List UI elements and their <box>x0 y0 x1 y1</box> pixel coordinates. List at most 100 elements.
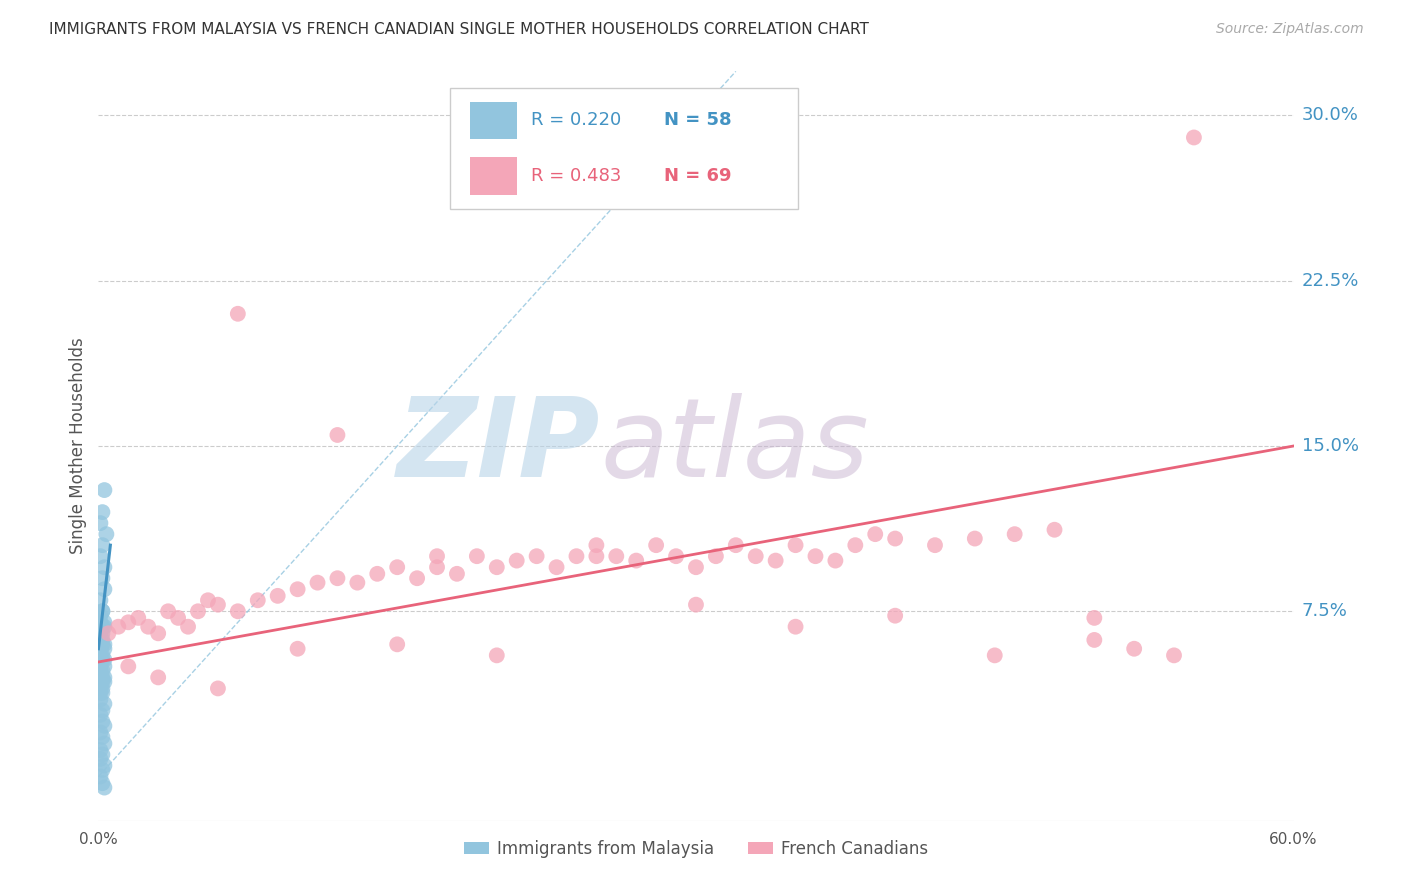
Point <box>91 648 114 663</box>
Text: 7.5%: 7.5% <box>1302 602 1348 620</box>
Point <box>93 758 115 772</box>
Point <box>91 776 114 790</box>
Point <box>91 604 114 618</box>
Point <box>745 549 768 564</box>
Point <box>89 626 111 640</box>
Point <box>187 604 209 618</box>
Point <box>89 686 111 700</box>
Point <box>385 637 409 651</box>
Point <box>685 560 707 574</box>
Point <box>136 620 159 634</box>
Text: 30.0%: 30.0% <box>1302 106 1358 125</box>
Point <box>93 620 115 634</box>
Point <box>91 670 114 684</box>
Point <box>89 593 111 607</box>
Point <box>93 670 115 684</box>
Point <box>406 571 429 585</box>
Point <box>884 608 907 623</box>
Point <box>366 566 388 581</box>
Point <box>177 620 200 634</box>
Point <box>89 615 111 630</box>
Point <box>724 538 747 552</box>
Point <box>585 549 607 564</box>
Point <box>446 566 468 581</box>
Point <box>93 719 115 733</box>
Point <box>884 532 907 546</box>
Point <box>844 538 866 552</box>
Point <box>91 703 114 717</box>
Point <box>93 653 115 667</box>
Point <box>91 604 114 618</box>
Text: 15.0%: 15.0% <box>1302 437 1358 455</box>
Point <box>1123 641 1146 656</box>
Point <box>765 553 787 567</box>
Point <box>91 674 114 689</box>
Text: 22.5%: 22.5% <box>1302 272 1360 290</box>
Point <box>1083 632 1105 647</box>
Point <box>148 670 170 684</box>
Point <box>685 598 707 612</box>
Point <box>93 582 115 597</box>
Point <box>93 737 115 751</box>
Point <box>117 615 139 630</box>
Point <box>93 659 115 673</box>
Point <box>157 604 180 618</box>
Point <box>984 648 1007 663</box>
Point <box>89 664 111 678</box>
Point <box>665 549 688 564</box>
Point <box>1083 611 1105 625</box>
Point <box>963 532 986 546</box>
Text: atlas: atlas <box>600 392 869 500</box>
Y-axis label: Single Mother Households: Single Mother Households <box>69 338 87 554</box>
Point <box>93 637 115 651</box>
Point <box>465 549 488 564</box>
Point <box>485 648 508 663</box>
Point <box>89 608 111 623</box>
Point <box>89 692 111 706</box>
Point <box>226 307 249 321</box>
Point <box>1163 648 1185 663</box>
Point <box>89 725 111 739</box>
Point <box>287 641 309 656</box>
Point <box>485 560 508 574</box>
Point <box>89 648 111 663</box>
Point <box>91 763 114 777</box>
Point <box>167 611 190 625</box>
Point <box>506 553 529 567</box>
Point <box>645 538 668 552</box>
Point <box>91 626 114 640</box>
Point <box>804 549 827 564</box>
Point <box>197 593 219 607</box>
Point <box>865 527 887 541</box>
Point <box>626 553 648 567</box>
Legend: Immigrants from Malaysia, French Canadians: Immigrants from Malaysia, French Canadia… <box>457 833 935 864</box>
Point <box>426 560 449 574</box>
Point <box>346 575 368 590</box>
Point <box>91 730 114 744</box>
Point <box>89 743 111 757</box>
Point <box>91 632 114 647</box>
Point <box>287 582 309 597</box>
Point <box>93 697 115 711</box>
Point <box>93 560 115 574</box>
Point <box>93 615 115 630</box>
Point <box>565 549 588 564</box>
Point <box>89 659 111 673</box>
Point <box>824 553 846 567</box>
Point <box>585 538 607 552</box>
Point <box>91 505 114 519</box>
Point <box>785 620 807 634</box>
Point <box>226 604 249 618</box>
Point <box>91 686 114 700</box>
Point <box>107 620 129 634</box>
Point <box>207 681 229 696</box>
Point <box>246 593 269 607</box>
Point <box>426 549 449 564</box>
Point <box>148 626 170 640</box>
Text: 0.0%: 0.0% <box>79 831 118 847</box>
Text: Source: ZipAtlas.com: Source: ZipAtlas.com <box>1216 22 1364 37</box>
Text: ZIP: ZIP <box>396 392 600 500</box>
Point <box>91 538 114 552</box>
Text: 60.0%: 60.0% <box>1270 831 1317 847</box>
Point <box>207 598 229 612</box>
